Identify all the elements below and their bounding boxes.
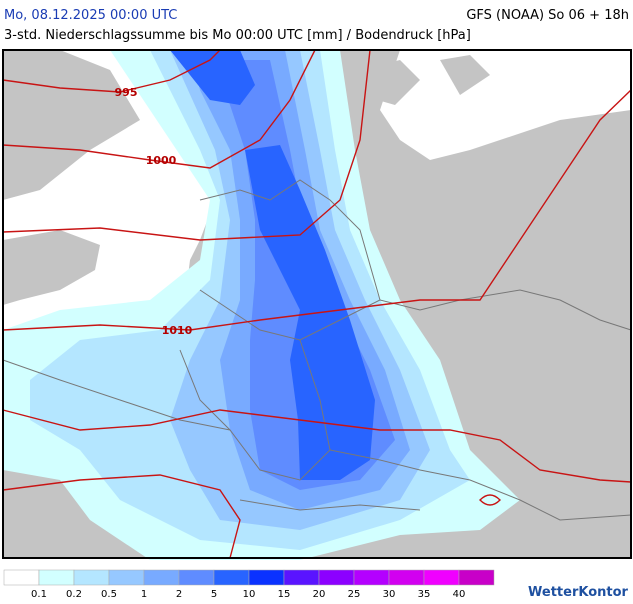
legend-swatch [458,569,495,586]
legend-label: 20 [313,589,326,600]
legend: 0.1 0.2 0.5 1 2 5 10 15 20 25 30 35 40 [3,569,495,600]
legend-swatch [388,569,425,586]
isobar-label: 1010 [162,324,193,337]
legend-swatch [108,569,145,586]
legend-label: 1 [141,589,147,600]
map [2,49,632,560]
legend-label: 0.1 [31,589,47,600]
title: Mo, 08.12.2025 00:00 UTC [4,8,177,23]
legend-swatch [73,569,110,586]
isobar-label: 1000 [146,154,177,167]
legend-swatch [423,569,460,586]
legend-label: 0.2 [66,589,82,600]
legend-swatch [178,569,215,586]
logo: WetterKontor [528,585,629,600]
subtitle: 3-std. Niederschlagssumme bis Mo 00:00 U… [4,28,471,43]
legend-swatch [143,569,180,586]
legend-label: 5 [211,589,217,600]
legend-label: 15 [278,589,291,600]
legend-label: 2 [176,589,182,600]
legend-swatch [283,569,320,586]
legend-swatch [213,569,250,586]
legend-swatch [38,569,75,586]
legend-label: 10 [243,589,256,600]
legend-swatch [318,569,355,586]
legend-label: 35 [418,589,431,600]
legend-label: 30 [383,589,396,600]
legend-swatch [3,569,40,586]
legend-label: 40 [453,589,466,600]
model-run: GFS (NOAA) So 06 + 18h [466,8,629,23]
legend-swatch [248,569,285,586]
legend-label: 0.5 [101,589,117,600]
legend-label: 25 [348,589,361,600]
isobar-label: 995 [115,86,138,99]
legend-swatch [353,569,390,586]
